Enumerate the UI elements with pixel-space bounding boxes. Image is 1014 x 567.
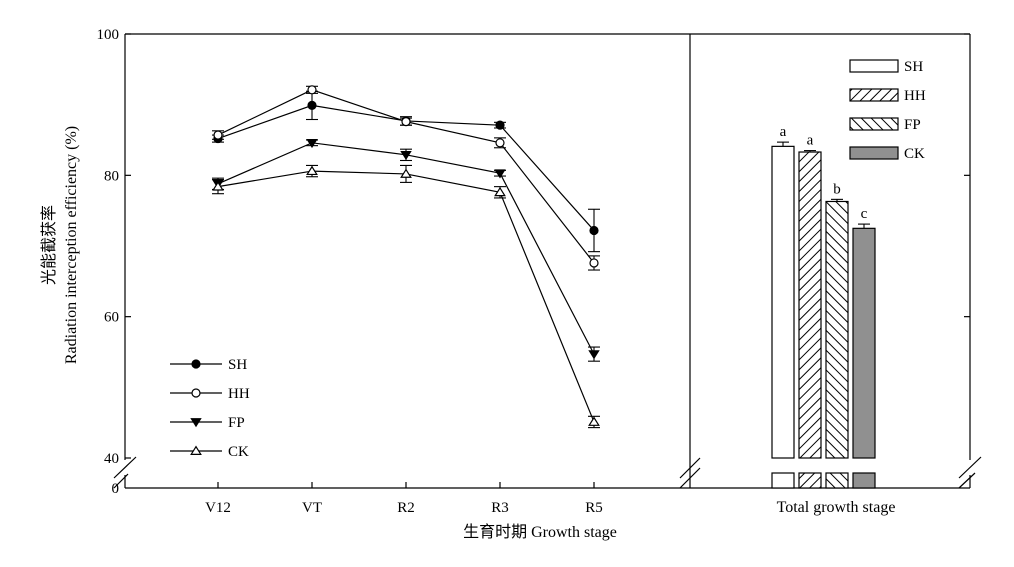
significance-label: b xyxy=(833,181,841,197)
data-point xyxy=(307,85,317,95)
data-point xyxy=(495,120,505,130)
right-panel-x-label: Total growth stage xyxy=(777,499,896,516)
x-tick-label: V12 xyxy=(205,500,231,516)
data-point xyxy=(400,150,412,161)
y-axis-title-cn: 光能截获率 xyxy=(40,205,58,285)
bar-stub xyxy=(771,472,795,489)
legend-item-ck: CK xyxy=(849,146,925,162)
line-series xyxy=(212,85,600,429)
bar-sh: a xyxy=(771,124,795,489)
legend-item-sh: SH xyxy=(170,357,247,373)
data-point xyxy=(307,100,317,110)
legend-label: CK xyxy=(904,146,925,162)
data-point xyxy=(306,138,318,149)
series-line xyxy=(217,170,595,423)
series-ck xyxy=(212,164,600,429)
y-tick-label: 100 xyxy=(97,27,120,43)
data-point xyxy=(588,350,600,360)
bar-stub xyxy=(852,472,876,489)
bar xyxy=(825,200,849,459)
bar-stub xyxy=(825,472,849,489)
bar-stub xyxy=(798,472,822,489)
legend-label: FP xyxy=(228,415,245,431)
line-legend: SH HH FP CK xyxy=(170,357,250,460)
y-ticks: 40 60 80 100 0 xyxy=(97,27,970,497)
axis-break-marks xyxy=(113,456,982,489)
data-point xyxy=(589,225,599,236)
x-tick-label: R3 xyxy=(491,500,509,516)
legend-swatch xyxy=(849,59,899,73)
data-point xyxy=(401,117,411,127)
bar-error-bar xyxy=(804,150,816,153)
data-point xyxy=(213,130,223,140)
legend-marker xyxy=(190,418,202,428)
x-axis-title: 生育时期 Growth stage xyxy=(463,523,617,541)
legend-item-fp: FP xyxy=(170,415,245,431)
significance-label: c xyxy=(861,206,868,222)
legend-label: FP xyxy=(904,117,921,133)
legend-item-hh: HH xyxy=(170,386,250,402)
x-tick-label: R2 xyxy=(397,500,415,516)
bar-error-bar xyxy=(831,198,843,202)
legend-label: HH xyxy=(228,386,250,402)
y-tick-label-break: 0 xyxy=(112,481,120,497)
y-tick-label: 80 xyxy=(104,168,119,184)
significance-label: a xyxy=(807,133,814,149)
data-point xyxy=(589,258,599,268)
legend-item-sh: SH xyxy=(849,59,923,75)
legend-label: SH xyxy=(228,357,247,373)
data-point xyxy=(494,169,506,179)
data-point xyxy=(495,138,505,148)
data-point xyxy=(212,181,224,191)
bar-legend: SH HH FP CK xyxy=(849,59,926,162)
legend-marker xyxy=(190,445,202,455)
legend-label: SH xyxy=(904,59,923,75)
data-point xyxy=(494,186,506,197)
x-ticks: V12 VT R2 R3 R5 xyxy=(205,482,603,516)
bar xyxy=(852,227,876,459)
legend-label: CK xyxy=(228,444,249,460)
legend-swatch xyxy=(849,117,899,131)
bar xyxy=(798,151,822,459)
legend-swatch xyxy=(849,146,899,160)
x-tick-label: R5 xyxy=(585,500,603,516)
legend-item-fp: FP xyxy=(849,117,921,133)
bar-fp: b xyxy=(825,181,849,489)
bar-series: a a b c xyxy=(771,124,876,489)
significance-label: a xyxy=(780,124,787,140)
data-point xyxy=(306,165,318,176)
legend-marker xyxy=(191,359,201,369)
series-hh xyxy=(212,85,600,271)
data-point xyxy=(588,416,600,426)
bar-ck: c xyxy=(852,206,876,489)
data-point xyxy=(400,168,412,178)
bar xyxy=(771,145,795,459)
x-tick-label: VT xyxy=(302,500,322,516)
legend-marker xyxy=(191,388,201,398)
y-tick-label: 40 xyxy=(104,451,119,467)
y-tick-label: 60 xyxy=(104,310,119,326)
bar-error-bar xyxy=(858,223,870,229)
legend-swatch xyxy=(849,88,899,102)
legend-item-hh: HH xyxy=(849,88,926,104)
y-axis-title: Radiation interception efficiency (%) xyxy=(63,126,80,364)
legend-label: HH xyxy=(904,88,926,104)
bar-hh: a xyxy=(798,133,822,489)
bar-error-bar xyxy=(777,141,789,147)
legend-item-ck: CK xyxy=(170,444,249,460)
